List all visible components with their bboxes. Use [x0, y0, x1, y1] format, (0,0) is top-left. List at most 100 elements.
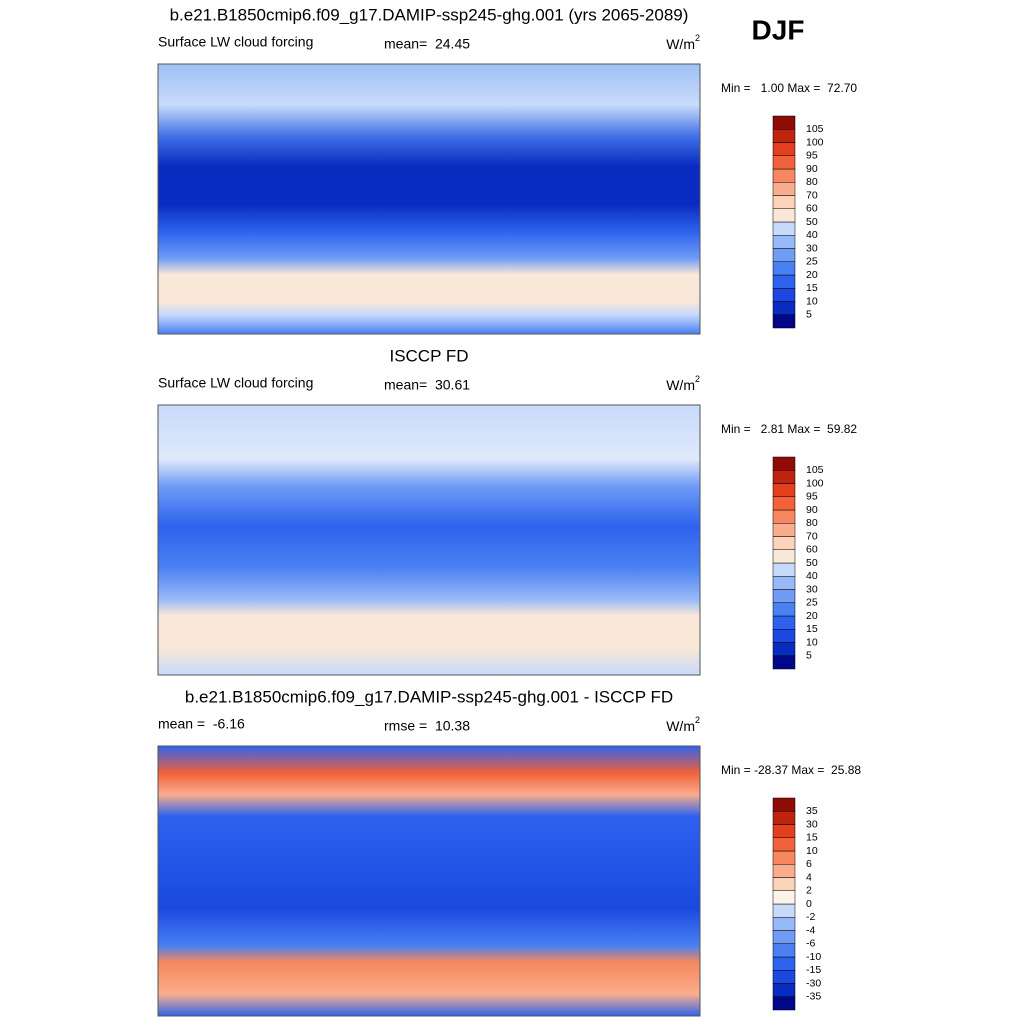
colorbar-box: [772, 943, 796, 958]
colorbar-label: 90: [806, 163, 818, 175]
left-string: mean = -6.16: [158, 716, 245, 732]
center-string: mean= 30.61: [384, 377, 470, 393]
colorbar-box: [772, 956, 796, 971]
colorbar-label: -10: [806, 951, 821, 963]
colorbar-label: 25: [806, 597, 818, 609]
colorbar-box: [772, 470, 796, 484]
colorbar-label: 90: [806, 504, 818, 516]
colorbar-box: [772, 917, 796, 931]
colorbar-box: [772, 509, 796, 524]
colorbar-label: 105: [806, 464, 824, 476]
colorbar-box: [772, 615, 796, 630]
panel-title: ISCCP FD: [389, 346, 468, 365]
left-string: Surface LW cloud forcing: [158, 34, 313, 50]
colorbar-label: 50: [806, 557, 818, 569]
colorbar-label: 6: [806, 858, 812, 870]
colorbar-label: 10: [806, 636, 818, 648]
colorbar-box: [772, 248, 796, 262]
colorbar-label: 95: [806, 150, 818, 162]
colorbar-box: [772, 195, 796, 209]
colorbar-box: [772, 496, 796, 511]
colorbar-label: 5: [806, 309, 812, 321]
colorbar-box: [772, 797, 796, 812]
colorbar-label: 80: [806, 517, 818, 529]
colorbar-box: [772, 903, 796, 918]
colorbar-box: [772, 142, 796, 156]
colorbar-box: [772, 824, 796, 838]
colorbar-label: 60: [806, 203, 818, 215]
colorbar-box: [772, 983, 796, 997]
colorbar-box: [772, 629, 796, 643]
colorbar-box: [772, 235, 796, 249]
colorbar-box: [772, 642, 796, 656]
colorbar-label: 20: [806, 610, 818, 622]
colorbar-box: [772, 115, 796, 130]
units-text: W/m: [666, 718, 695, 734]
colorbar-label: 95: [806, 491, 818, 503]
colorbar-label: 4: [806, 871, 812, 883]
colorbar-box: [772, 996, 796, 1011]
colorbar-box: [772, 837, 796, 852]
units: W/m2: [666, 374, 700, 392]
left-string: Surface LW cloud forcing: [158, 375, 313, 391]
colorbar-box: [772, 155, 796, 170]
colorbar-box: [772, 864, 796, 878]
colorbar-label: 50: [806, 216, 818, 228]
colorbar-label: 10: [806, 845, 818, 857]
colorbar-box: [772, 877, 796, 891]
colorbar-label: 40: [806, 570, 818, 582]
center-string: rmse = 10.38: [384, 718, 470, 734]
colorbar-label: 40: [806, 229, 818, 241]
colorbar-label: 30: [806, 583, 818, 595]
colorbar-label: 15: [806, 832, 818, 844]
colorbar-label: 5: [806, 650, 812, 662]
colorbar-label: 60: [806, 544, 818, 556]
units: W/m2: [666, 33, 700, 51]
colorbar-box: [772, 301, 796, 315]
colorbar-label: -35: [806, 991, 821, 1003]
colorbar-box: [772, 483, 796, 497]
map-field: [157, 63, 701, 335]
colorbar-label: 100: [806, 477, 824, 489]
colorbar-label: 70: [806, 189, 818, 201]
colorbar-box: [772, 655, 796, 670]
colorbar-label: -2: [806, 911, 815, 923]
colorbar-label: 35: [806, 805, 818, 817]
colorbar-box: [772, 589, 796, 603]
colorbar-label: 80: [806, 176, 818, 188]
min-max: Min = -28.37 Max = 25.88: [721, 763, 861, 777]
colorbar-box: [772, 890, 796, 905]
colorbar-box: [772, 970, 796, 984]
colorbar-label: 25: [806, 256, 818, 268]
min-max: Min = 1.00 Max = 72.70: [721, 81, 857, 95]
colorbar-label: 20: [806, 269, 818, 281]
colorbar-box: [772, 314, 796, 329]
colorbar-box: [772, 576, 796, 590]
colorbar-label: 30: [806, 818, 818, 830]
min-max: Min = 2.81 Max = 59.82: [721, 422, 857, 436]
colorbar-box: [772, 456, 796, 471]
units-text: W/m: [666, 36, 695, 52]
center-string: mean= 24.45: [384, 36, 470, 52]
colorbar-box: [772, 523, 796, 537]
colorbar-label: 100: [806, 136, 824, 148]
colorbar-label: 70: [806, 530, 818, 542]
colorbar-box: [772, 261, 796, 276]
colorbar-box: [772, 168, 796, 183]
season-label: DJF: [752, 14, 805, 45]
colorbar-label: 105: [806, 123, 824, 135]
panel-title: b.e21.B1850cmip6.f09_g17.DAMIP-ssp245-gh…: [185, 687, 673, 706]
colorbar-box: [772, 602, 796, 617]
colorbar-label: -30: [806, 977, 821, 989]
colorbar-label: 15: [806, 282, 818, 294]
units-text: W/m: [666, 377, 695, 393]
map-field: [157, 404, 701, 676]
colorbar-box: [772, 930, 796, 944]
colorbar-label: -4: [806, 924, 815, 936]
units-sup: 2: [695, 33, 700, 43]
colorbar-box: [772, 129, 796, 143]
colorbar-box: [772, 811, 796, 825]
colorbar-box: [772, 208, 796, 223]
colorbar-box: [772, 288, 796, 302]
